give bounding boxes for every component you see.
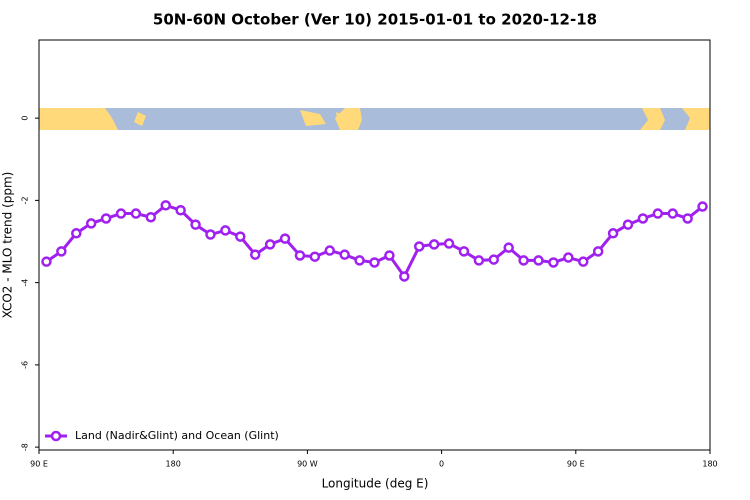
y-tick-label: -8 <box>21 443 30 451</box>
point <box>592 246 604 257</box>
point <box>249 249 261 260</box>
y-tick-label: -4 <box>21 279 30 287</box>
point <box>503 242 514 253</box>
point <box>324 245 336 256</box>
point <box>264 239 276 250</box>
x-tick-label: 180 <box>166 460 181 469</box>
point <box>682 213 693 224</box>
point <box>294 250 306 261</box>
x-tick-label: 90 E <box>30 460 48 469</box>
point <box>518 255 529 266</box>
legend-label: Land (Nadir&Glint) and Ocean (Glint) <box>75 429 279 442</box>
point <box>175 205 186 216</box>
point <box>607 228 619 239</box>
x-tick-label: 90 E <box>567 460 585 469</box>
point <box>145 211 157 223</box>
x-tick-label: 90 W <box>297 460 318 469</box>
map-band <box>39 108 710 130</box>
point <box>637 213 649 224</box>
point <box>339 249 350 260</box>
point <box>697 201 708 212</box>
point <box>578 256 589 267</box>
point <box>563 252 574 263</box>
point <box>652 208 664 219</box>
point <box>205 229 216 240</box>
point <box>309 251 321 262</box>
point <box>548 257 559 268</box>
point <box>458 246 470 257</box>
point <box>220 225 231 236</box>
point <box>100 213 112 224</box>
point <box>160 200 171 211</box>
point <box>279 233 291 244</box>
y-tick-label: 0 <box>21 116 30 121</box>
point <box>428 239 440 250</box>
point <box>413 241 425 252</box>
point <box>622 219 634 230</box>
point <box>384 250 395 261</box>
point <box>41 256 52 267</box>
point <box>56 246 67 257</box>
point <box>190 219 201 230</box>
point <box>399 271 410 282</box>
point <box>115 208 127 219</box>
point <box>235 231 246 242</box>
point <box>369 257 380 268</box>
chart-title: 50N-60N October (Ver 10) 2015-01-01 to 2… <box>153 11 597 29</box>
point <box>473 255 485 266</box>
point <box>354 255 365 266</box>
point <box>85 218 97 229</box>
point <box>130 208 142 219</box>
point <box>443 238 455 249</box>
point <box>533 255 544 266</box>
y-axis-label: XCO2 - MLO trend (ppm) <box>1 172 15 319</box>
point <box>71 228 82 239</box>
point <box>667 208 678 219</box>
point <box>488 254 500 265</box>
x-tick-label: 180 <box>702 460 717 469</box>
x-axis-label: Longitude (deg E) <box>322 477 429 491</box>
x-tick-label: 0 <box>439 460 444 469</box>
legend-marker <box>50 430 62 442</box>
y-tick-label: -6 <box>21 361 30 369</box>
plot-frame <box>38 39 711 451</box>
y-tick-label: -2 <box>21 196 30 204</box>
